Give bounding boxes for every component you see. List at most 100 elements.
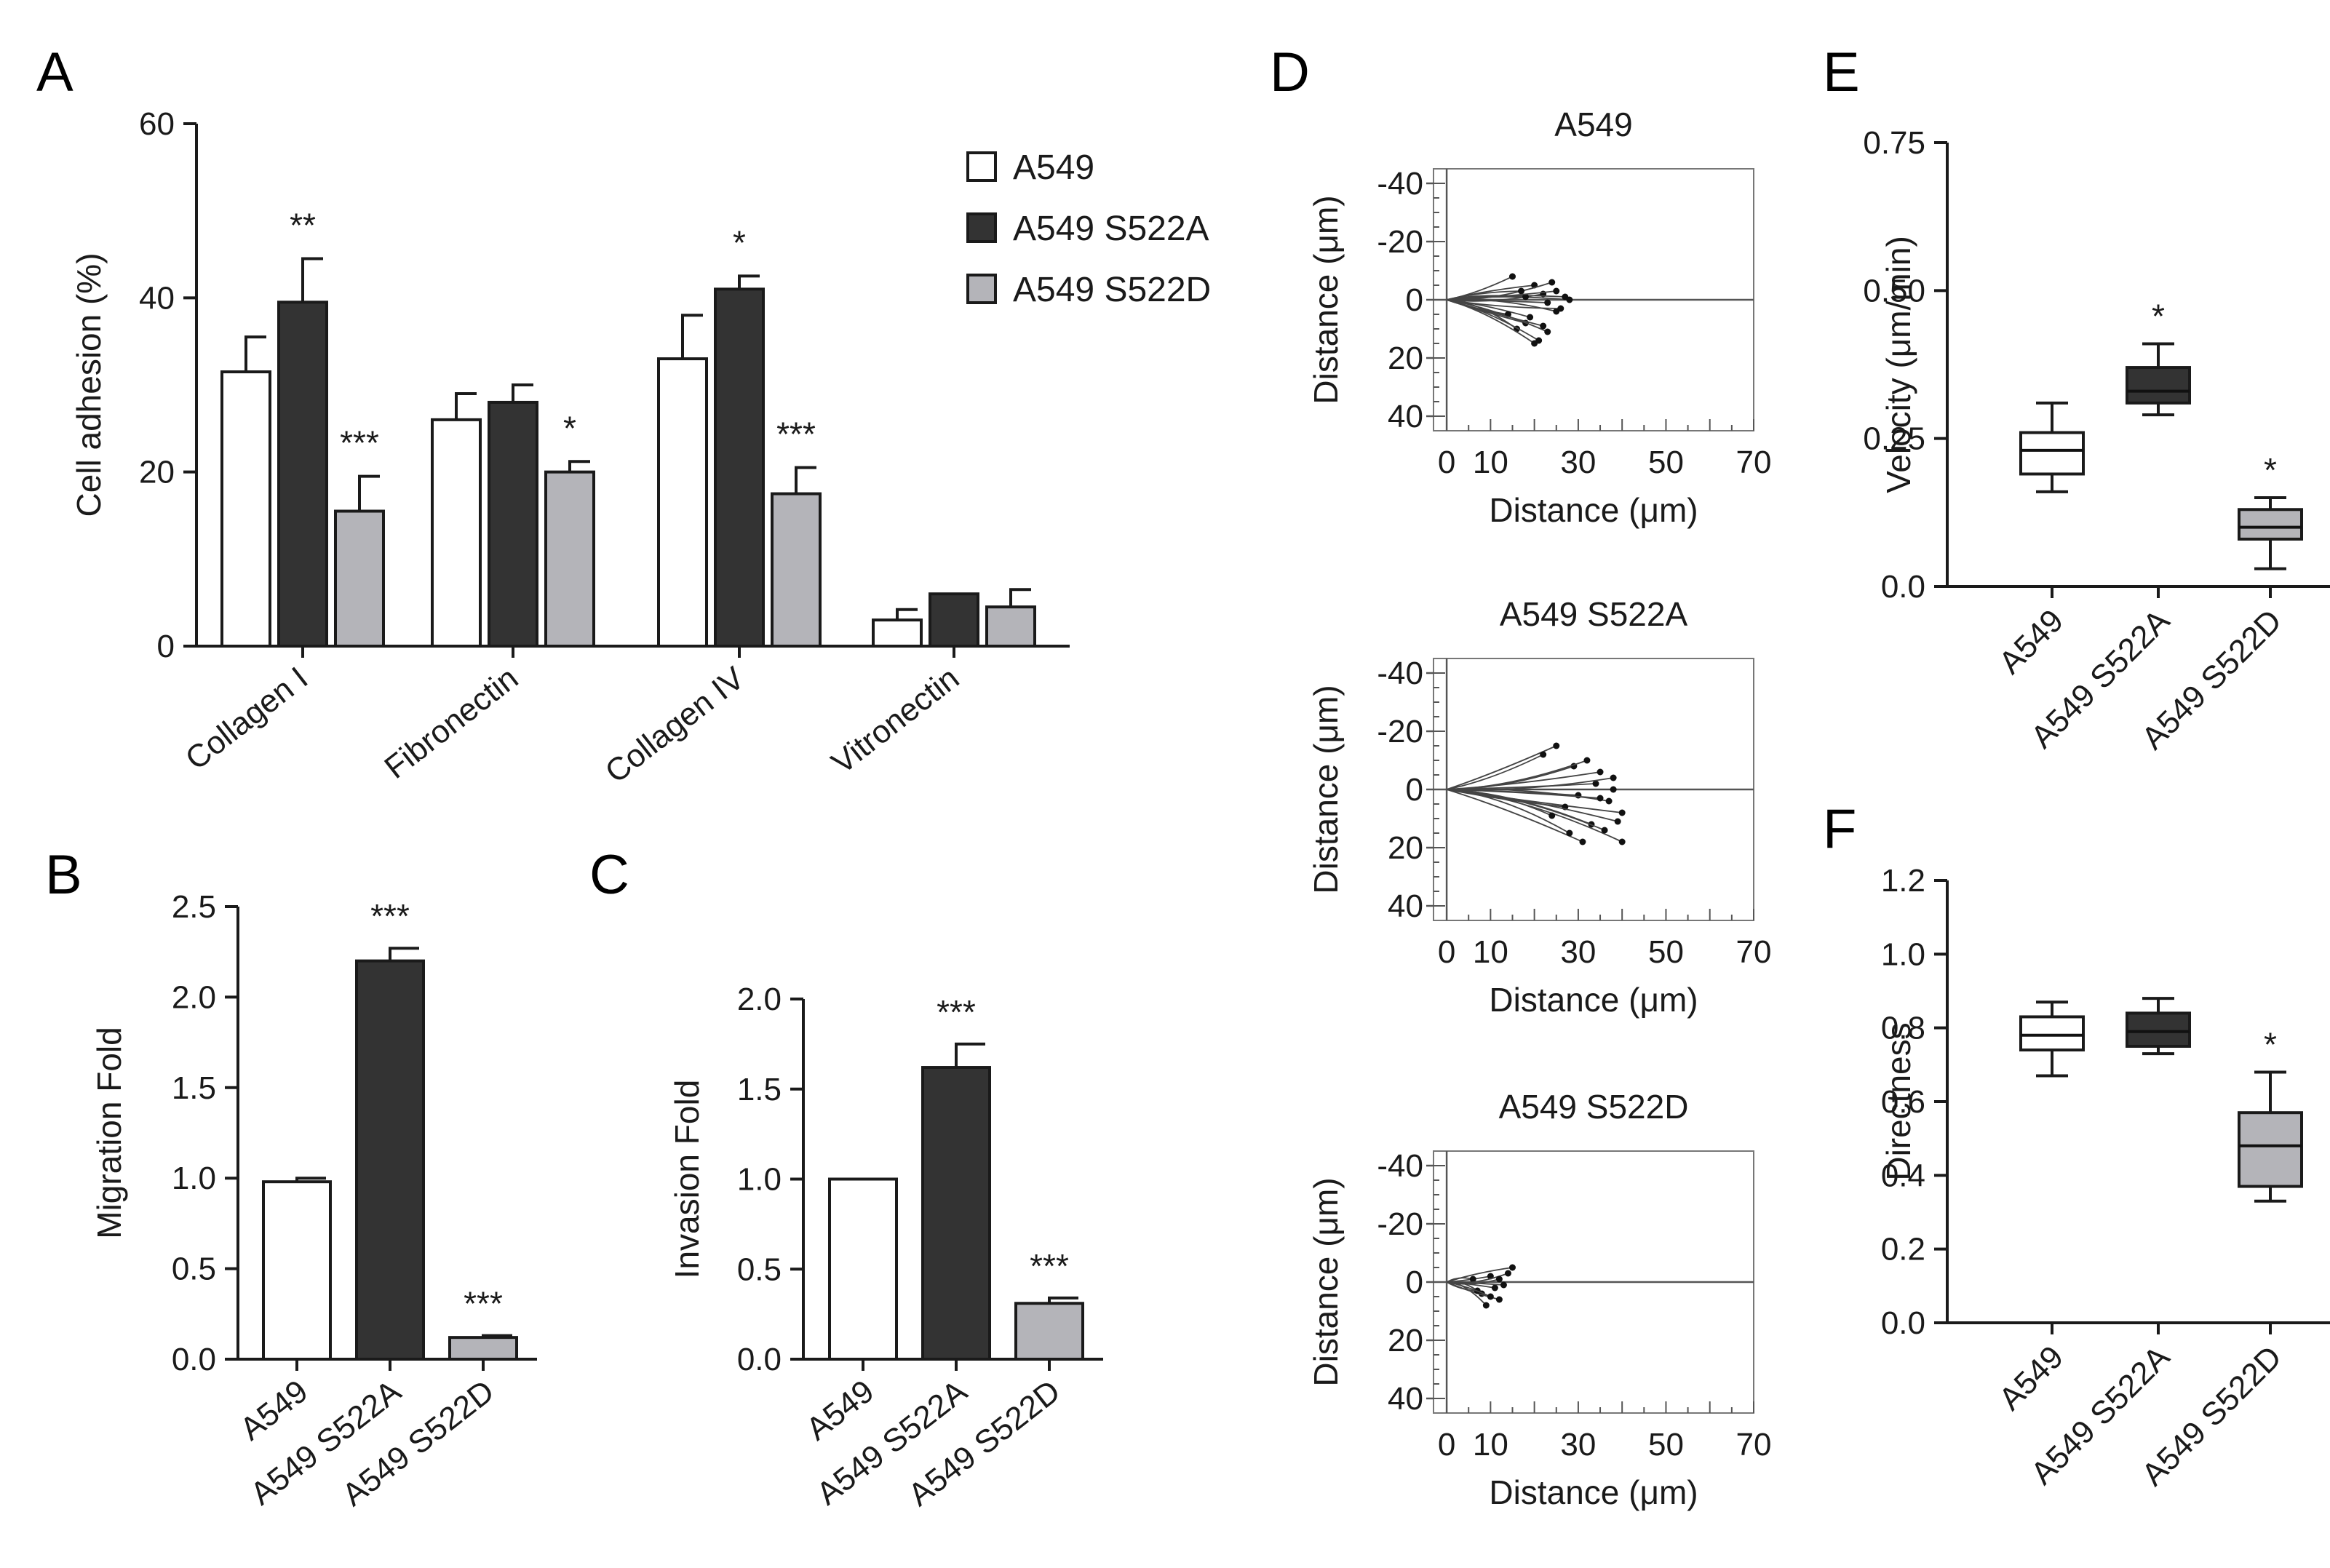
trajectory-endpoint: [1500, 1281, 1507, 1289]
y-tick-label: 0.6: [1881, 1084, 1925, 1120]
significance-marker: ***: [937, 993, 976, 1031]
trajectory-endpoint: [1553, 287, 1560, 295]
trajectory-track: [1446, 745, 1557, 790]
y-tick-label: 1.5: [737, 1072, 782, 1107]
panel-label: C: [589, 844, 629, 906]
significance-marker: ***: [776, 415, 816, 453]
trajectory-endpoint: [1592, 780, 1599, 787]
y-tick-label: 0: [1406, 1265, 1423, 1300]
y-tick-label: 0.5: [737, 1251, 782, 1287]
y-tick-label: 1.0: [1881, 936, 1925, 972]
trajectory-endpoint: [1601, 827, 1608, 834]
y-tick-label: 0.2: [1881, 1232, 1925, 1267]
y-tick-label: 1.5: [172, 1070, 216, 1106]
category-label: A549: [1992, 1339, 2070, 1417]
y-axis-title: Distance (μm): [1307, 1177, 1345, 1386]
box: [2238, 1111, 2303, 1188]
x-tick-label: 50: [1648, 445, 1684, 480]
y-tick-label: 20: [139, 455, 175, 490]
trajectory-plot: A549 -40 -20 0 20 40 0 10 30 50 70 Distance (μm) Dis…: [1307, 106, 1771, 529]
y-tick-label: 20: [1388, 341, 1423, 376]
y-tick-label: -40: [1377, 656, 1423, 691]
x-axis-title: Distance (μm): [1489, 491, 1698, 529]
trajectory-endpoint: [1487, 1293, 1494, 1300]
y-axis-title: Velocity (μm/min): [1880, 236, 1917, 493]
bar: [262, 1180, 332, 1361]
trajectory-track: [1446, 1267, 1513, 1283]
bar: [657, 357, 708, 648]
trajectory-endpoint: [1518, 287, 1525, 295]
significance-marker: ***: [464, 1285, 503, 1323]
trajectory-endpoint: [1553, 742, 1560, 749]
y-tick-label: -40: [1377, 166, 1423, 202]
significance-marker: ***: [340, 424, 379, 462]
x-tick-label: 70: [1736, 934, 1772, 970]
y-tick-label: 40: [1388, 888, 1423, 924]
significance-marker: *: [2264, 451, 2277, 489]
significance-marker: ***: [1030, 1247, 1069, 1285]
category-label: Vitronectin: [825, 660, 966, 781]
trajectory-track: [1446, 299, 1543, 327]
panel-d-trajectory-plots: D A549 -40 -20 0 20 40 0 10 30 50 70 Distance (μm) Di…: [1270, 41, 1771, 1511]
trajectory-endpoint: [1548, 279, 1556, 286]
box: [2019, 1015, 2085, 1052]
significance-marker: *: [733, 223, 746, 261]
x-tick-label: 0: [1438, 445, 1455, 480]
y-axis-title: Distance (μm): [1307, 685, 1345, 894]
trajectory-endpoint: [1527, 314, 1534, 321]
bar: [1014, 1302, 1084, 1361]
trajectory-track: [1447, 760, 1588, 790]
x-tick-label: 70: [1736, 1427, 1772, 1462]
x-tick-label: 10: [1473, 1427, 1508, 1462]
trajectory-endpoint: [1618, 809, 1626, 816]
y-tick-label: 40: [1388, 1381, 1423, 1417]
y-axis-title: Distance (μm): [1307, 195, 1345, 404]
trajectory-endpoint: [1614, 818, 1621, 825]
legend-swatch: [966, 212, 997, 243]
bar: [220, 370, 271, 648]
y-tick-label: 40: [1388, 399, 1423, 434]
significance-marker: **: [290, 206, 316, 244]
panel-b-migration-chart: B 0.0 0.5 1.0 1.5 2.0 2.5 Migration Fold A549 ***…: [45, 844, 537, 1513]
trajectory-endpoint: [1504, 1270, 1511, 1277]
y-tick-label: -20: [1377, 1206, 1423, 1242]
trajectory-endpoint: [1597, 795, 1604, 802]
y-axis-title: Directness: [1880, 1022, 1917, 1180]
x-tick-label: 10: [1473, 934, 1508, 970]
legend-label: A549 S522A: [1013, 210, 1209, 248]
bar: [929, 592, 979, 648]
legend-swatch: [966, 274, 997, 304]
x-tick-label: 50: [1648, 934, 1684, 970]
category-label: A549: [1992, 602, 2070, 680]
trajectory-plot: A549 S522D -40 -20 0 20 40 0 10 30 50 70 Distance (…: [1307, 1088, 1771, 1511]
trajectory-endpoint: [1540, 322, 1547, 330]
significance-marker: ***: [370, 897, 410, 935]
y-tick-label: -20: [1377, 714, 1423, 749]
category-label: Collagen IV: [599, 660, 752, 790]
panel-label: F: [1823, 798, 1856, 860]
category-label: A549: [800, 1373, 880, 1447]
trajectory-track: [1446, 1278, 1500, 1285]
x-tick-label: 30: [1560, 934, 1596, 970]
y-tick-label: 0.4: [1881, 1158, 1925, 1193]
bar: [277, 301, 328, 648]
y-tick-label: 0: [1406, 282, 1423, 318]
trajectory-track: [1446, 295, 1526, 301]
box: [2019, 431, 2085, 476]
trajectory-endpoint: [1605, 797, 1613, 805]
bar: [921, 1066, 991, 1361]
trajectory-track: [1446, 754, 1544, 790]
trajectory-endpoint: [1495, 1276, 1503, 1283]
significance-marker: *: [2264, 1025, 2277, 1063]
panel-label: A: [36, 41, 73, 103]
y-tick-label: 0.0: [1881, 569, 1925, 605]
legend-label: A549: [1013, 148, 1094, 187]
category-label: Fibronectin: [378, 660, 525, 786]
y-tick-label: 0: [1406, 772, 1423, 808]
trajectory-endpoint: [1522, 293, 1530, 301]
y-axis-title: Invasion Fold: [668, 1080, 706, 1279]
x-tick-label: 0: [1438, 1427, 1455, 1462]
bar: [544, 470, 595, 648]
